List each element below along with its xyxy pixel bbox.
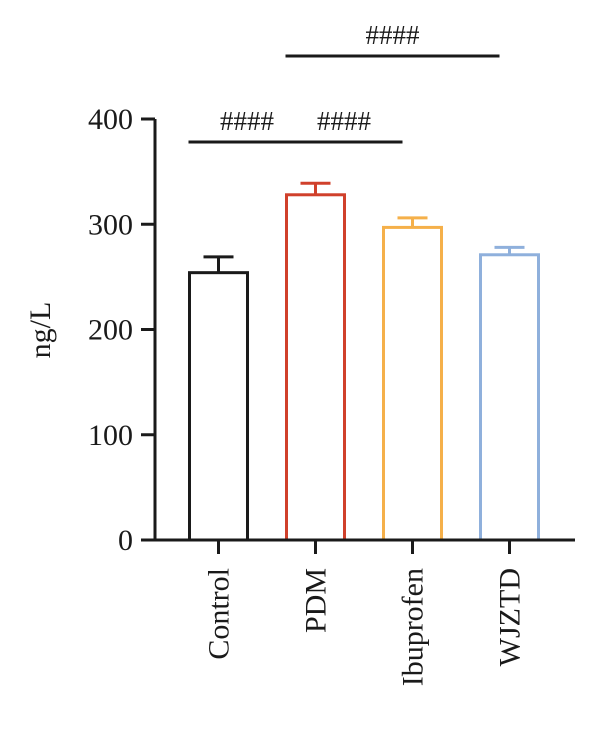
y-axis: 0 100 200 300 400 xyxy=(88,103,157,557)
bar xyxy=(479,253,540,542)
error-bars xyxy=(203,181,525,273)
bar xyxy=(285,193,346,542)
x-tick-label: PDM xyxy=(300,568,333,633)
y-tick-label: 300 xyxy=(88,208,133,241)
significance-label: #### xyxy=(220,106,275,136)
significance-label: #### xyxy=(366,20,421,50)
bars xyxy=(188,193,540,542)
y-tick-label: 100 xyxy=(88,419,133,452)
y-axis-label: ng/L xyxy=(24,302,57,359)
bar xyxy=(382,225,443,542)
y-tick-label: 200 xyxy=(88,314,133,347)
significance-label: #### xyxy=(317,106,372,136)
x-tick-label: Control xyxy=(203,568,236,660)
bar xyxy=(188,271,249,542)
significance-annotations: #### #### #### xyxy=(188,20,500,144)
y-tick-label: 0 xyxy=(118,524,133,557)
y-tick-label: 400 xyxy=(88,103,133,136)
x-tick-label: WJZTD xyxy=(494,568,527,666)
x-tick-label: Ibuprofen xyxy=(397,568,430,686)
x-axis: Control PDM Ibuprofen WJZTD xyxy=(153,538,575,686)
